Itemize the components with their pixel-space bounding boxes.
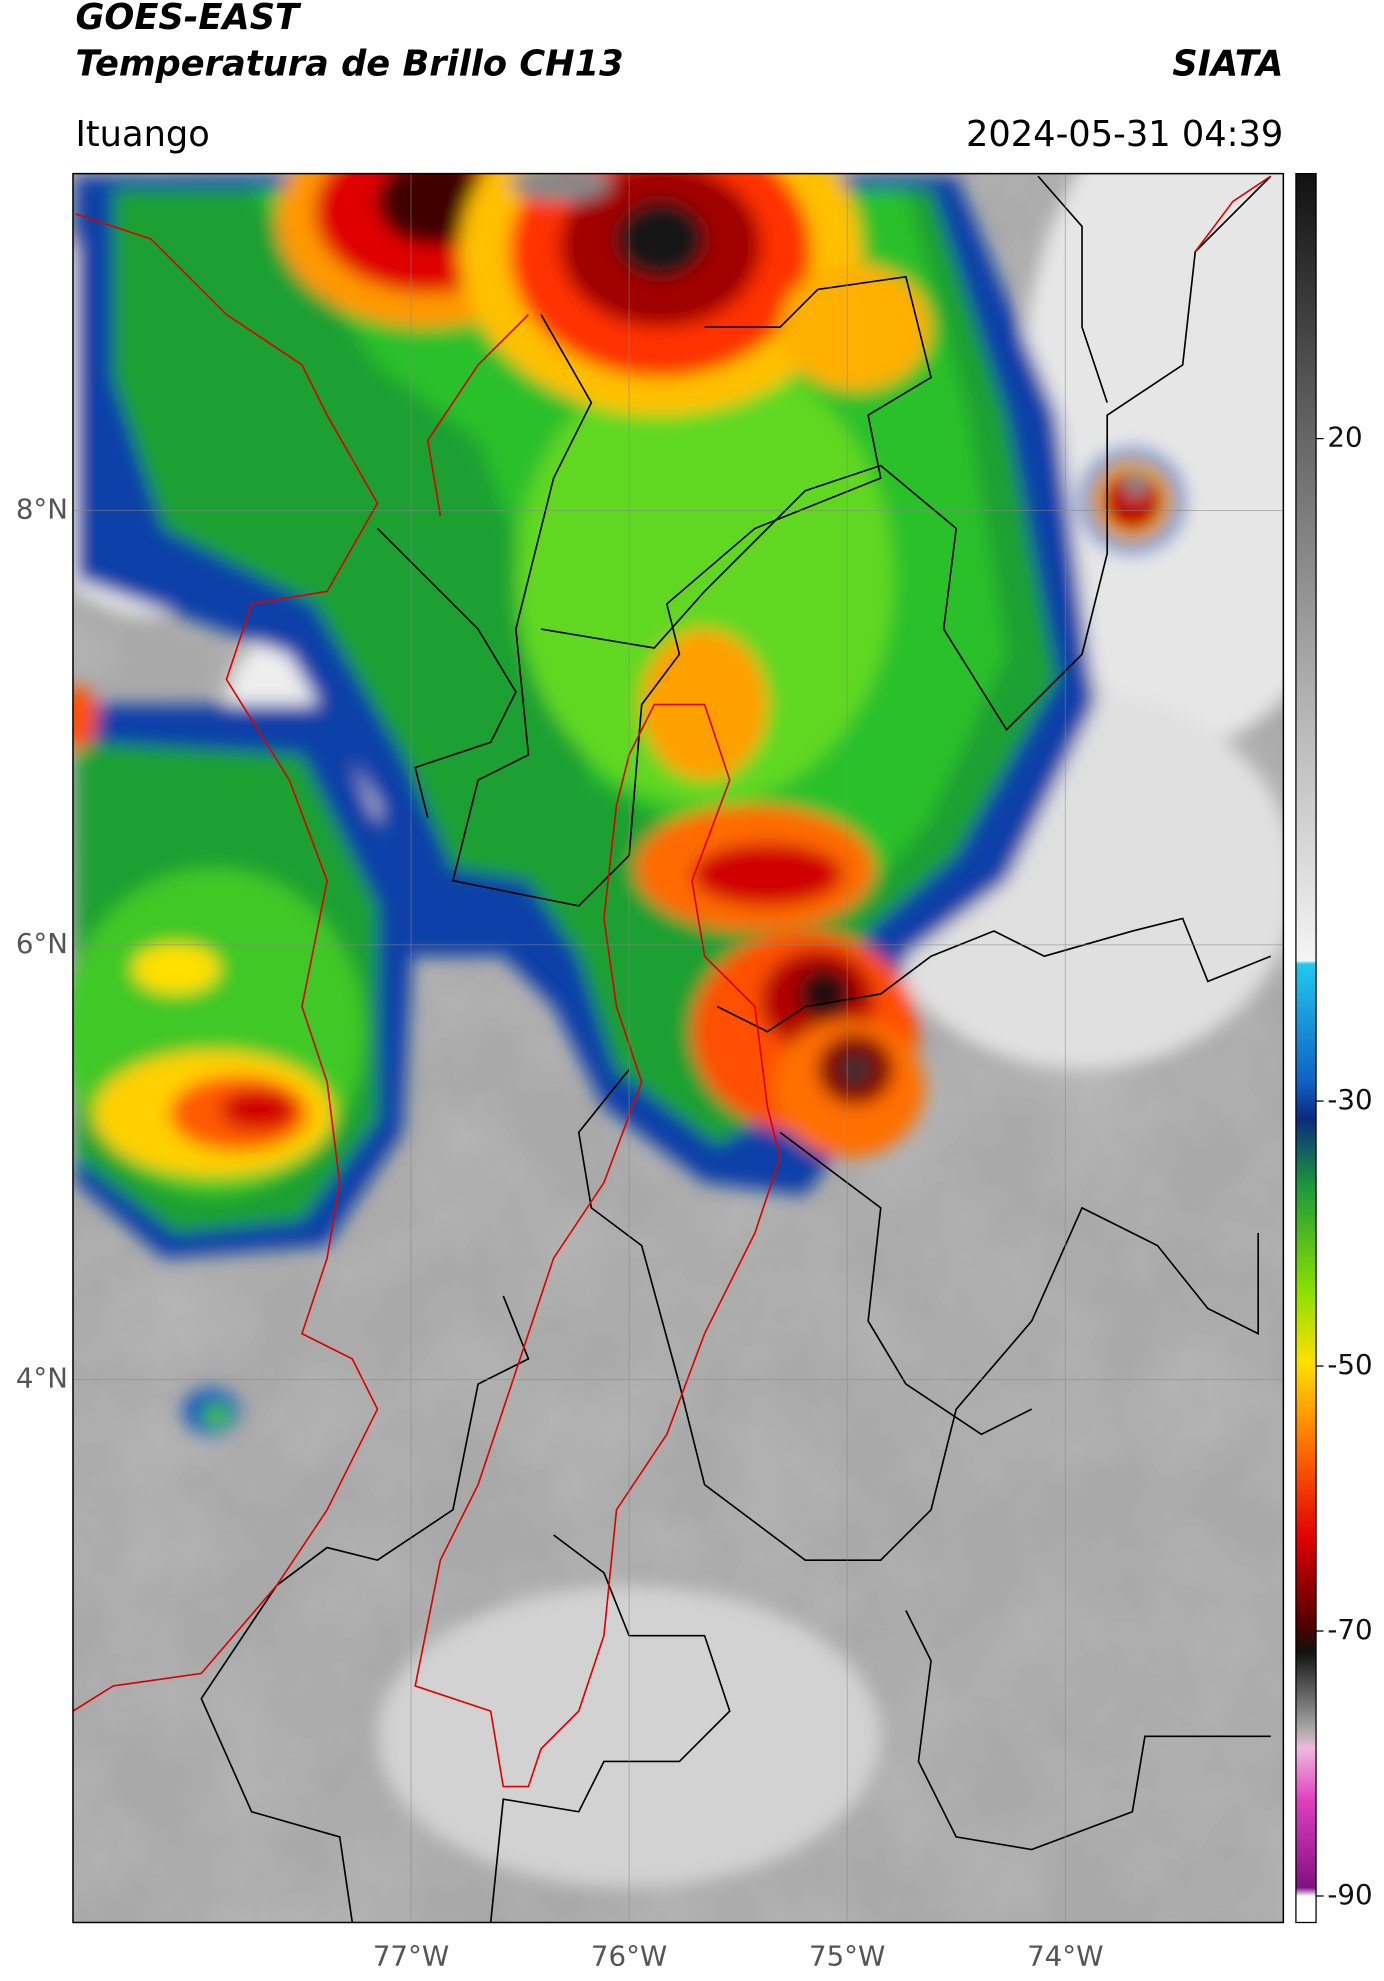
- grid: [72, 173, 1284, 1923]
- x-tick-label: 74°W: [1027, 1940, 1103, 1973]
- location: Ituango: [75, 114, 209, 155]
- colorbar-tick-label: -30: [1327, 1083, 1372, 1116]
- x-tick-label: 76°W: [591, 1940, 667, 1973]
- axis-ticks: 77°W 76°W 75°W 74°W 8°N 6°N 4°N: [16, 492, 1104, 1972]
- map-frame: [72, 172, 1285, 1924]
- colorbar-tick-label: -90: [1327, 1878, 1372, 1911]
- subtitle: Temperatura de Brillo CH13: [75, 43, 623, 84]
- satellite-image: [72, 173, 1284, 1923]
- y-tick-label: 4°N: [16, 1361, 68, 1394]
- colorbar: [1295, 172, 1317, 1924]
- x-tick-label: 75°W: [809, 1940, 885, 1973]
- y-tick-label: 6°N: [16, 927, 68, 960]
- colorbar-tick-label: 20: [1327, 421, 1362, 454]
- datetime: 2024-05-31 04:39: [966, 114, 1283, 155]
- y-tick-label: 8°N: [16, 492, 68, 525]
- x-tick-label: 77°W: [373, 1940, 449, 1973]
- brand: SIATA: [1172, 43, 1283, 84]
- colorbar-ticks: 20 -30 -50 -70 -90: [1316, 421, 1373, 1911]
- colorbar-tick-label: -50: [1327, 1348, 1372, 1381]
- title: GOES-EAST: [75, 0, 302, 38]
- colorbar-tick-label: -70: [1327, 1613, 1372, 1646]
